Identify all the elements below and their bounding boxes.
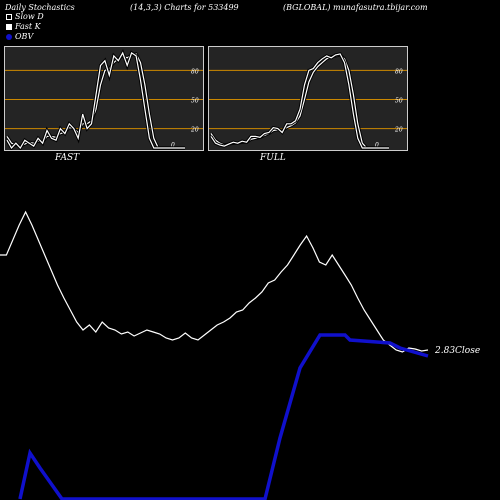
y-tick-label: 50 [191, 98, 199, 105]
price-line [0, 210, 429, 353]
full-panel-label: FULL [260, 153, 286, 163]
close-label: 2.83Close [434, 346, 480, 356]
y-tick-label: 80 [191, 68, 199, 75]
full-stochastic-panel: 80 50 20 0 [208, 46, 408, 151]
price-obv-plot: 2.83Close [0, 210, 480, 500]
full-stochastic-plot: 80 50 20 0 [209, 52, 407, 150]
legend-slow-d-label: Slow D [15, 12, 44, 21]
y-tick-label: 20 [190, 127, 199, 134]
legend-slow-d: Slow D [6, 12, 44, 21]
fast-panel-label: FAST [55, 153, 80, 163]
legend-fast-k: Fast K [6, 22, 41, 31]
white-square-icon [6, 23, 12, 30]
obv-line [18, 333, 429, 500]
chart-title-left: Daily Stochastics [5, 3, 75, 12]
fast-k-line-outline [5, 49, 185, 151]
fast-stochastic-panel: 80 50 20 0 [4, 46, 204, 151]
chart-title-right: (BGLOBAL) munafasutra.tbijar.com [283, 3, 428, 12]
fast-k-line [210, 53, 389, 149]
legend-obv: OBV [6, 32, 33, 41]
blue-dot-icon [6, 33, 12, 40]
y-tick-label: 0 [171, 142, 175, 149]
fast-k-line-outline [209, 52, 389, 150]
legend-fast-k-label: Fast K [15, 22, 41, 31]
y-tick-label: 20 [394, 127, 403, 134]
y-tick-label: 0 [375, 142, 379, 149]
hollow-square-icon [6, 13, 12, 20]
y-tick-label: 80 [395, 68, 403, 75]
y-tick-label: 50 [395, 98, 403, 105]
fast-stochastic-plot: 80 50 20 0 [5, 49, 203, 151]
fast-k-line [6, 51, 185, 150]
chart-title-center: (14,3,3) Charts for 533499 [130, 3, 239, 12]
legend-obv-label: OBV [15, 32, 34, 41]
